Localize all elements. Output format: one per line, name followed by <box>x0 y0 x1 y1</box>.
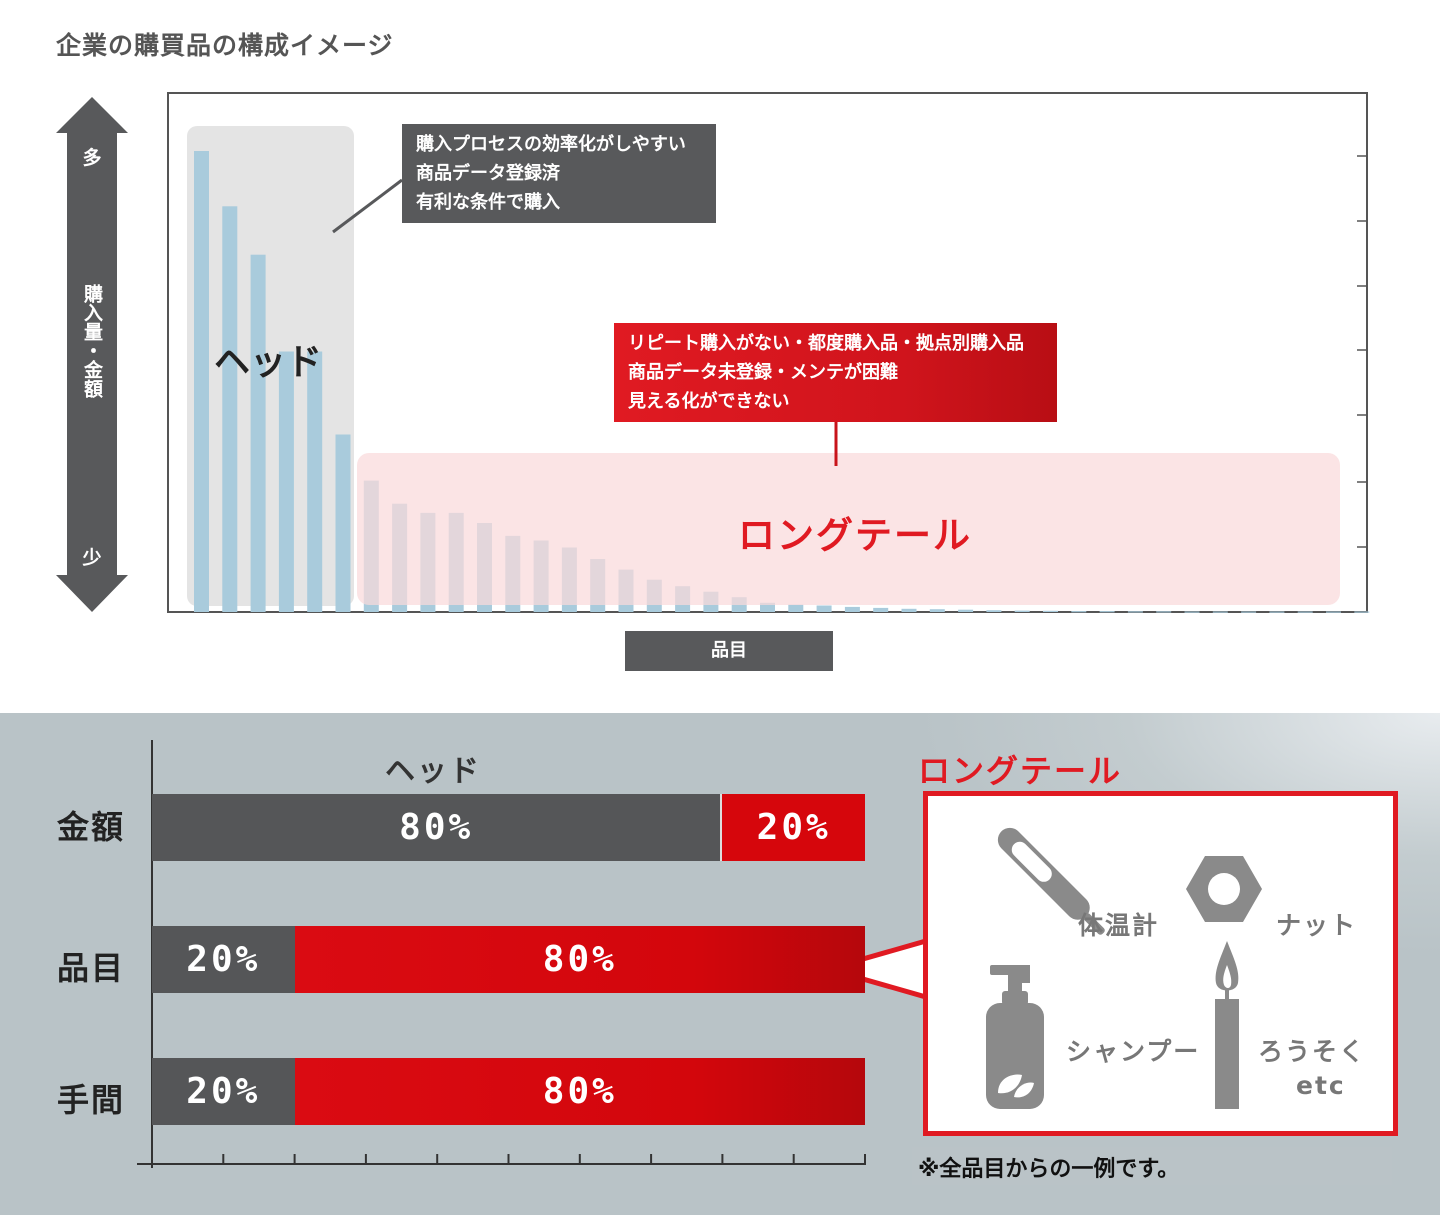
y-axis-more-label: 多 <box>82 147 102 169</box>
y-axis-double-arrow <box>56 97 128 612</box>
chart-bar <box>1326 611 1341 613</box>
thermometer-icon <box>997 827 1105 935</box>
chart-bar <box>250 254 266 612</box>
chart-bar <box>1184 611 1200 613</box>
example-label-shampoo: シャンプー <box>1066 1037 1201 1066</box>
tail-callout-line: 見える化ができない <box>628 391 790 412</box>
chart-bar <box>901 608 917 612</box>
long-tail-callout: リピート購入がない・都度購入品・拠点別購入品 商品データ未登録・メンテが困難 見… <box>614 323 1057 422</box>
head-callout-line: 商品データ登録済 <box>416 163 560 184</box>
chart-bar <box>1043 610 1058 612</box>
row-label-effort: 手間 <box>57 1081 126 1119</box>
chart-bar <box>844 606 860 612</box>
chart-bar <box>335 434 351 612</box>
x-axis-label: 品目 <box>625 631 833 671</box>
chart-bar <box>986 610 1002 612</box>
tail-callout-line: 商品データ未登録・メンテが困難 <box>628 362 898 383</box>
chart-bar <box>873 607 889 612</box>
example-label-etc: etc <box>1296 1071 1346 1100</box>
stacked-bar-tail: 80% <box>294 1058 865 1125</box>
row-label-items: 品目 <box>57 949 126 987</box>
head-callout-line: 有利な条件で購入 <box>416 192 560 213</box>
footnote-background <box>912 1147 1392 1185</box>
chart-bar <box>1071 611 1087 613</box>
chart-bar <box>958 609 974 612</box>
stacked-bar-head: 20% <box>152 926 295 993</box>
chart-bar <box>222 206 238 613</box>
chart-bar <box>278 351 294 612</box>
chart-bar <box>1297 611 1313 613</box>
chart-bar <box>929 609 945 612</box>
stacked-bar-tail: 80% <box>294 926 865 993</box>
head-column-label: ヘッド <box>385 754 481 789</box>
chart-bar <box>816 605 832 612</box>
chart-bar <box>1241 611 1257 613</box>
row-label-amount: 金額 <box>57 808 126 846</box>
chart-bar <box>1269 611 1285 613</box>
long-tail-column-label: ロングテール <box>918 752 1123 790</box>
long-tail-highlight-region <box>357 453 1340 605</box>
shampoo-bottle-icon <box>986 965 1044 1109</box>
chart-bar <box>1127 611 1143 613</box>
chart-bar <box>788 604 804 612</box>
hex-nut-icon <box>1186 856 1262 922</box>
candle-icon <box>1215 941 1239 1109</box>
tail-callout-line: リピート購入がない・都度購入品・拠点別購入品 <box>628 333 1024 354</box>
head-callout-leader <box>332 178 403 234</box>
example-label-candle: ろうそく <box>1258 1037 1367 1066</box>
y-axis-less-label: 少 <box>82 547 102 569</box>
long-tail-region-label: ロングテール <box>738 514 972 557</box>
page-title: 企業の購買品の構成イメージ <box>56 31 394 60</box>
chart-bar <box>1099 611 1115 613</box>
head-region-label: ヘッド <box>214 342 323 383</box>
long-tail-chart <box>56 92 1370 613</box>
chart-bar <box>1354 611 1370 613</box>
chart-bar <box>307 351 323 612</box>
example-label-nut: ナット <box>1276 911 1358 940</box>
chart-bar <box>1014 610 1030 612</box>
chart-bar <box>1156 611 1172 613</box>
head-callout-line: 購入プロセスの効率化がしやすい <box>416 134 686 155</box>
chart-bar <box>760 602 775 612</box>
stacked-bar-head: 80% <box>152 794 723 861</box>
long-tail-examples-box: 体温計 ナット シャンプー ろうそく etc <box>923 791 1398 1136</box>
head-callout: 購入プロセスの効率化がしやすい 商品データ登録済 有利な条件で購入 <box>402 124 716 223</box>
y-axis-label: 購入量・金額 <box>81 284 103 398</box>
stacked-bar-tail: 20% <box>722 794 865 861</box>
example-label-thermometer: 体温計 <box>1078 911 1160 940</box>
stacked-bar-head: 20% <box>152 1058 295 1125</box>
chart-bar <box>1212 611 1228 613</box>
chart-bar <box>194 151 209 612</box>
footnote: ※全品目からの一例です。 <box>918 1157 1180 1182</box>
